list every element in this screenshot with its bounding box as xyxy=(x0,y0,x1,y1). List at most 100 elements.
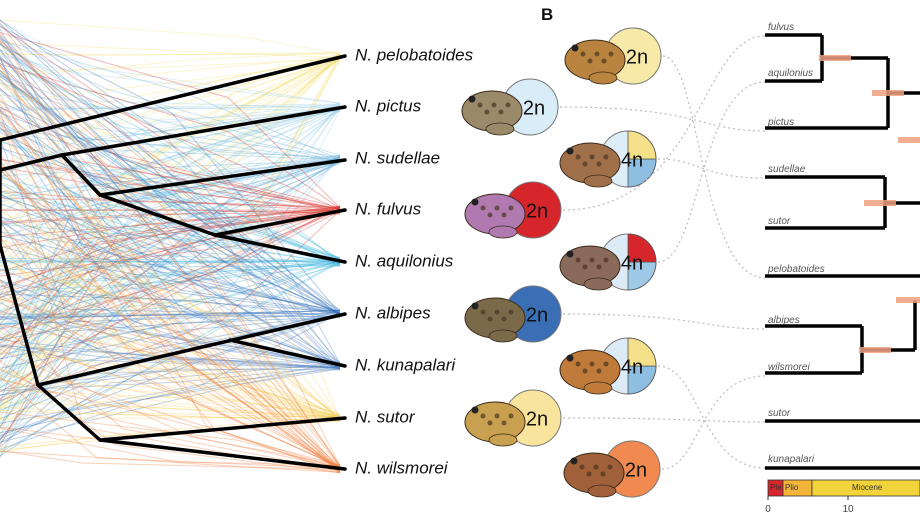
frog-spot xyxy=(582,264,588,270)
gene-tree-line xyxy=(0,260,341,266)
gene-tree-line xyxy=(0,110,341,370)
species-name: N. fulvus xyxy=(355,199,422,218)
gene-tree-line xyxy=(0,42,341,59)
gene-tree-line xyxy=(0,106,341,112)
species-name: N. albipes xyxy=(355,303,431,322)
frog-spot xyxy=(505,102,511,108)
gene-tree-line xyxy=(0,165,341,472)
gene-tree-line xyxy=(0,207,341,393)
gene-tree-line xyxy=(0,109,341,203)
frog-leg xyxy=(583,381,613,395)
gene-tree-line xyxy=(0,108,341,311)
gene-tree-line xyxy=(0,290,341,422)
species-tree-branch xyxy=(0,153,64,172)
gene-tree-line xyxy=(0,48,341,260)
gene-tree-line xyxy=(0,190,341,208)
gene-tree-line xyxy=(0,221,341,364)
gene-tree-line xyxy=(0,269,341,422)
gene-tree-line xyxy=(0,316,341,369)
gene-tree-line xyxy=(0,106,341,110)
frog-spot xyxy=(575,154,581,160)
gene-tree-line xyxy=(0,111,341,422)
gene-tree-line xyxy=(0,40,341,474)
gene-tree-line xyxy=(0,298,341,473)
gene-tree-line xyxy=(0,427,341,466)
gene-tree-line xyxy=(0,55,341,328)
gene-tree-line xyxy=(0,204,341,417)
gene-tree-line xyxy=(0,314,341,318)
frog-spot xyxy=(501,316,507,322)
node-ci xyxy=(896,297,920,303)
pie-slice xyxy=(627,365,657,395)
gene-tree-line xyxy=(0,241,341,418)
frog-leg xyxy=(488,433,518,447)
gene-tree-line xyxy=(0,31,341,209)
gene-tree-line xyxy=(0,52,341,56)
gene-tree-line xyxy=(0,64,341,417)
gene-tree-line xyxy=(0,324,341,472)
species-tree-branch xyxy=(98,158,347,197)
gene-tree-line xyxy=(0,57,341,342)
gene-tree-line xyxy=(0,146,341,264)
frog-eye xyxy=(468,95,476,103)
gene-tree-line xyxy=(0,104,341,195)
gene-tree-line xyxy=(0,54,341,409)
gene-tree-line xyxy=(0,98,341,469)
gene-tree-line xyxy=(0,210,341,362)
gene-tree-line xyxy=(0,52,341,313)
gene-tree-line xyxy=(0,215,341,314)
gene-tree-line xyxy=(0,56,341,411)
gene-tree-line xyxy=(0,58,341,371)
connector xyxy=(559,106,766,132)
gene-tree-line xyxy=(0,53,341,268)
epoch-label: Ple xyxy=(770,483,782,492)
gene-tree-line xyxy=(0,314,341,448)
gene-tree-line xyxy=(0,81,341,158)
frog-spot xyxy=(579,464,585,470)
species-tree-branch xyxy=(0,243,40,387)
gene-tree-line xyxy=(0,54,341,389)
gene-tree-line xyxy=(0,55,341,209)
gene-tree-line xyxy=(0,184,341,419)
gene-tree-line xyxy=(0,194,341,266)
gene-tree-line xyxy=(0,183,341,369)
gene-tree-line xyxy=(0,69,341,260)
gene-tree-line xyxy=(0,302,341,364)
gene-tree-line xyxy=(0,58,341,410)
gene-tree-line xyxy=(0,311,341,428)
gene-tree-line xyxy=(0,172,341,419)
connector xyxy=(657,365,766,469)
gene-tree-line xyxy=(0,161,341,380)
frog-spot xyxy=(575,257,581,263)
gene-tree-line xyxy=(0,89,341,367)
gene-tree-line xyxy=(0,169,341,312)
gene-tree-line xyxy=(0,313,341,407)
gene-tree-line xyxy=(0,312,341,396)
gene-tree-line xyxy=(0,136,341,420)
gene-tree-line xyxy=(0,42,341,467)
gene-tree-line xyxy=(0,210,341,224)
gene-tree-line xyxy=(0,52,341,56)
species-name: N. sutor xyxy=(355,407,416,426)
gene-tree-line xyxy=(0,450,341,470)
tip-label: sutor xyxy=(768,216,791,227)
gene-tree-line xyxy=(0,53,341,167)
gene-tree-line xyxy=(0,117,341,469)
gene-tree-line xyxy=(0,106,341,217)
frog-spot xyxy=(498,109,504,115)
frog-spot xyxy=(575,361,581,367)
gene-tree-line xyxy=(0,450,341,473)
gene-tree-line xyxy=(0,159,341,177)
gene-tree-line xyxy=(0,161,341,275)
frog-spot xyxy=(603,154,609,160)
gene-tree-line xyxy=(0,175,341,419)
gene-tree-line xyxy=(0,217,341,368)
gene-tree-line xyxy=(0,73,341,209)
gene-tree-line xyxy=(0,59,341,211)
gene-tree-line xyxy=(0,207,341,249)
gene-tree-line xyxy=(0,156,341,326)
gene-tree-line xyxy=(0,103,341,287)
gene-tree-line xyxy=(0,56,341,420)
gene-tree-line xyxy=(0,58,341,409)
ploidy-label: 2n xyxy=(626,46,648,68)
